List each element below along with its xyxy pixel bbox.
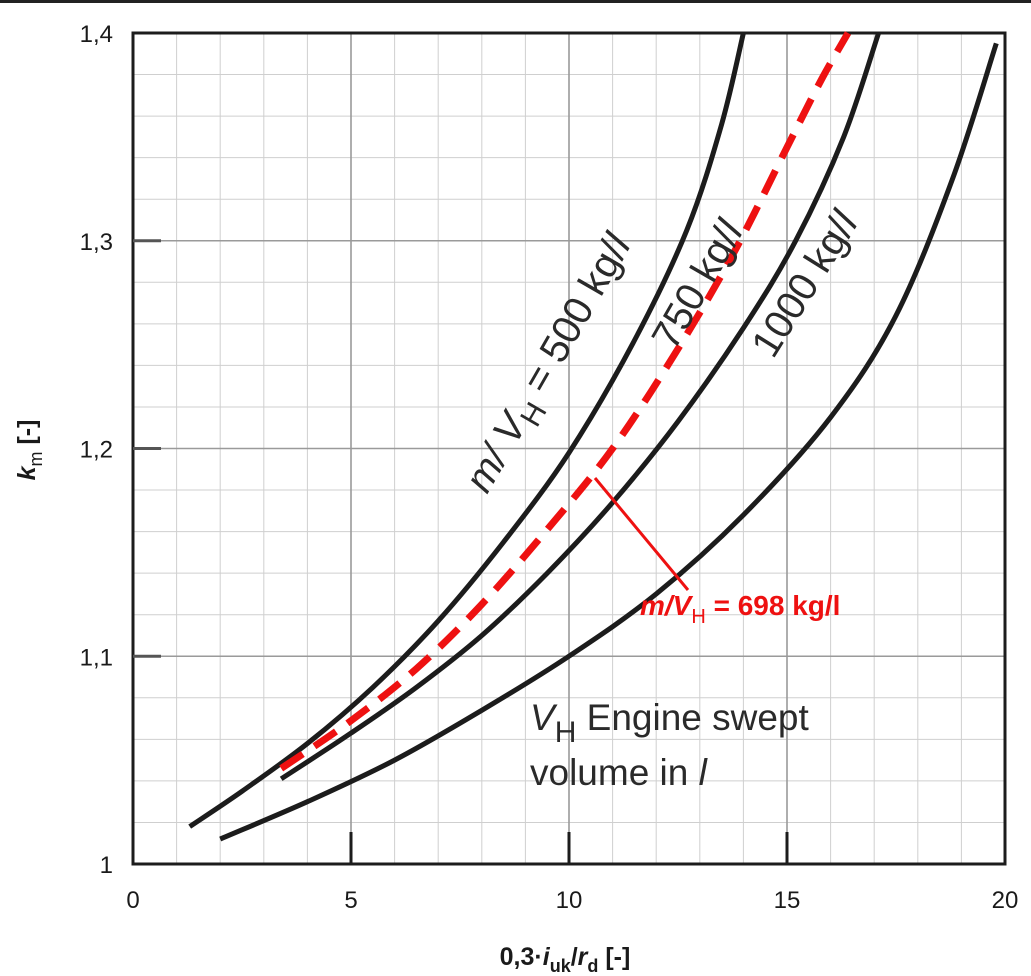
y-tick-label: 1,1 [80,644,113,671]
note-line-1: VH Engine swept [530,697,810,749]
x-tick-label: 20 [992,887,1019,914]
x-tick-label: 15 [774,887,801,914]
x-tick-label: 10 [556,887,583,914]
series-line-500-kg-l [188,32,746,829]
note-line-2: volume in l [530,752,709,793]
x-tick-label: 0 [126,887,139,914]
red-annotation-pointer [593,477,690,591]
series-line-750-kg-l [279,32,881,781]
curve-label-500: m/ VH = 500 kg/l [457,226,647,504]
y-axis-title: km [-] [13,420,46,481]
top-border-rule [0,0,1031,3]
y-tick-label: 1,3 [80,229,113,256]
x-axis-title: 0,3·iuk/rd [-] [500,943,631,976]
y-tick-label: 1,4 [80,21,113,48]
red-annotation-label: m/VH = 698 kg/l [640,590,840,628]
tick-labels: 0 5 10 15 20 1 1,1 1,2 1,3 1,4 [80,21,1019,914]
y-tick-label: 1 [100,852,113,879]
series-line-698-kg-l [279,31,852,772]
x-tick-label: 5 [344,887,357,914]
y-tick-label: 1,2 [80,437,113,464]
series-layer [188,31,999,842]
